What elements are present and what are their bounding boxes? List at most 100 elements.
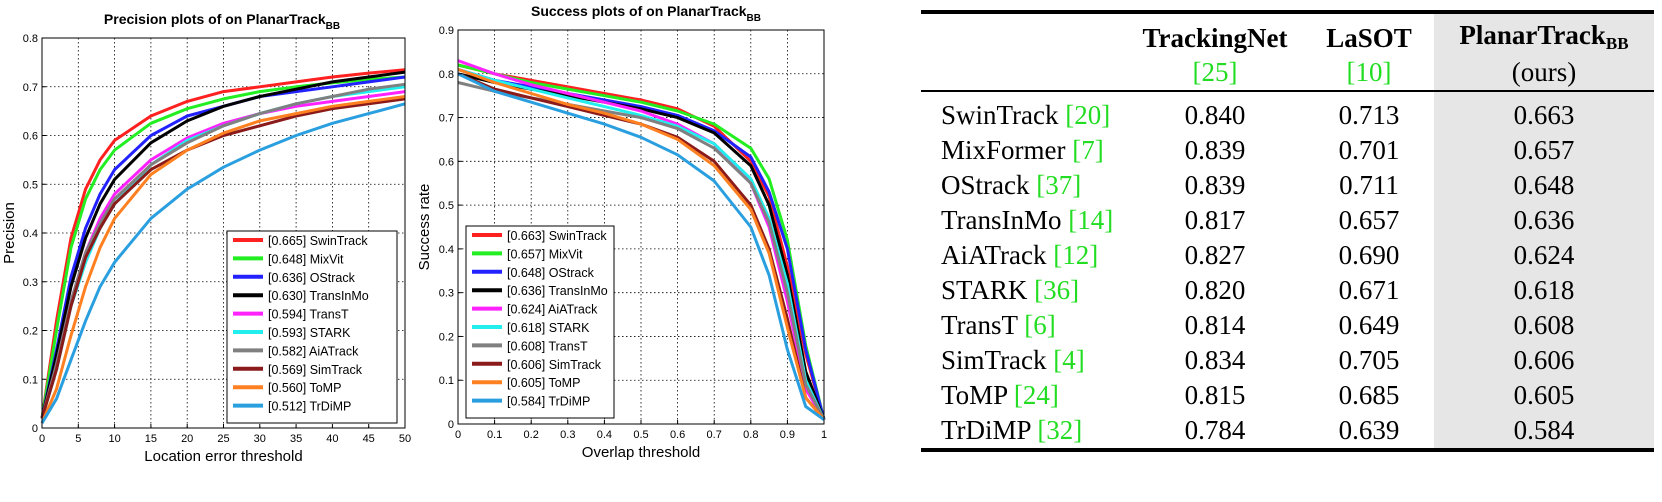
trackingnet-value: 0.839: [1184, 135, 1246, 165]
trackingnet-value: 0.834: [1184, 345, 1246, 375]
y-tick-label: 0.8: [439, 69, 454, 81]
planartrack-value: 0.606: [1434, 343, 1654, 378]
planartrack-value: 0.608: [1434, 308, 1654, 343]
y-tick-label: 0.6: [439, 156, 454, 168]
legend-entry: [0.605] ToMP: [507, 376, 580, 390]
y-tick-label: 0.4: [439, 244, 454, 256]
trackingnet-value: 0.784: [1184, 415, 1246, 445]
header-planartrack: PlanarTrackBB: [1434, 12, 1654, 54]
legend: [0.665] SwinTrack [0.648] MixVit [0.636] O…: [226, 230, 398, 424]
legend-entry: [0.648] OStrack: [507, 266, 595, 280]
trackingnet-value: 0.817: [1184, 205, 1246, 235]
x-tick-label: 0.6: [670, 429, 685, 441]
legend-entry: [0.593] STARK: [268, 326, 351, 340]
y-tick-label: 0.2: [439, 331, 454, 343]
chart-title: Success plots of on PlanarTrackBB: [531, 3, 761, 24]
series-line-1: [457, 63, 826, 420]
lasot-value: 0.639: [1338, 415, 1400, 445]
legend-entry: [0.560] ToMP: [268, 381, 341, 395]
x-axis-label: Location error threshold: [144, 448, 302, 465]
legend-entry: [0.584] TrDiMP: [507, 395, 590, 409]
lasot-value: 0.649: [1338, 310, 1400, 340]
header-trackingnet-ref: [25]: [1192, 56, 1238, 87]
x-tick-label: 45: [363, 433, 375, 445]
legend-box: [465, 225, 615, 419]
x-tick-label: 1: [821, 429, 827, 441]
trackingnet-value: 0.827: [1184, 240, 1246, 270]
trackingnet-value: 0.820: [1184, 275, 1246, 305]
x-tick-label: 0.9: [780, 429, 795, 441]
x-tick-label: 20: [181, 433, 193, 445]
series-line-5: [457, 67, 826, 421]
legend-entry: [0.594] TransT: [268, 308, 349, 322]
y-tick-label: 0.3: [23, 277, 38, 289]
planartrack-value: 0.584: [1434, 413, 1654, 450]
x-tick-label: 0.4: [597, 429, 612, 441]
method-name: TrDiMP [32]: [941, 415, 1083, 445]
table-row: TransT [6] 0.814 0.649 0.608: [921, 308, 1654, 343]
method-name: SimTrack [4]: [941, 345, 1085, 375]
table-row: STARK [36] 0.820 0.671 0.618: [921, 273, 1654, 308]
lasot-value: 0.711: [1339, 170, 1399, 200]
y-tick-label: 0.1: [23, 374, 38, 386]
header-method: [921, 12, 1126, 54]
lasot-value: 0.657: [1338, 205, 1400, 235]
table-row: AiATrack [12] 0.827 0.690 0.624: [921, 238, 1654, 273]
legend-entry: [0.606] SimTrack: [507, 358, 602, 372]
planartrack-value: 0.657: [1434, 133, 1654, 168]
legend-entry: [0.665] SwinTrack: [268, 234, 368, 248]
series-line-7: [457, 72, 826, 421]
planartrack-value: 0.636: [1434, 203, 1654, 238]
planartrack-value: 0.624: [1434, 238, 1654, 273]
table-row: SimTrack [4] 0.834 0.705 0.606: [921, 343, 1654, 378]
lasot-value: 0.701: [1338, 135, 1400, 165]
series-line-2: [40, 75, 406, 419]
x-tick-label: 10: [108, 433, 120, 445]
x-axis-label: Overlap threshold: [582, 444, 700, 461]
trackingnet-value: 0.815: [1184, 380, 1246, 410]
series-line-0: [40, 68, 406, 419]
legend-box: [226, 230, 398, 424]
x-tick-label: 30: [254, 433, 266, 445]
method-name: TransT [6]: [941, 310, 1056, 340]
series-line-9: [457, 72, 825, 421]
method-name: ToMP [24]: [941, 380, 1059, 410]
table-row: TransInMo [14] 0.817 0.657 0.636: [921, 203, 1654, 238]
header-trackingnet: TrackingNet: [1142, 23, 1288, 53]
series-line-7: [40, 97, 406, 419]
lasot-value: 0.690: [1338, 240, 1400, 270]
y-tick-label: 0.5: [23, 179, 38, 191]
trackingnet-value: 0.814: [1184, 310, 1246, 340]
method-name: OStrack [37]: [941, 170, 1082, 200]
x-tick-label: 15: [145, 433, 157, 445]
x-tick-label: 40: [326, 433, 338, 445]
y-tick-label: 0.4: [23, 228, 38, 240]
results-table: TrackingNet LaSOT PlanarTrackBB [25] [10…: [921, 10, 1654, 460]
x-tick-label: 0: [455, 429, 461, 441]
legend-entry: [0.618] STARK: [507, 321, 590, 335]
legend-entry: [0.569] SimTrack: [268, 363, 363, 377]
precision-plot: 0 5 10 15 20 25 30 35 40 45 50 0 0.1 0.2 0.3 0.4 0.5 0.6 0…: [0, 0, 440, 497]
method-name: STARK [36]: [941, 275, 1080, 305]
method-name: TransInMo [14]: [941, 205, 1114, 235]
x-tick-label: 35: [290, 433, 302, 445]
x-tick-label: 0.7: [707, 429, 722, 441]
lasot-value: 0.685: [1338, 380, 1400, 410]
lasot-value: 0.705: [1338, 345, 1400, 375]
table-row: SwinTrack [20] 0.840 0.713 0.663: [921, 91, 1654, 133]
method-name: AiATrack [12]: [941, 240, 1099, 270]
header-method-ref: [921, 54, 1126, 91]
x-tick-label: 25: [217, 433, 229, 445]
legend: [0.663] SwinTrack [0.657] MixVit [0.648] O…: [465, 225, 615, 419]
series-line-8: [457, 67, 826, 421]
legend-entry: [0.657] MixVit: [507, 247, 583, 261]
header-planartrack-note: (ours): [1434, 54, 1654, 91]
lasot-value: 0.713: [1338, 100, 1400, 130]
legend-entry: [0.624] AiATrack: [507, 303, 598, 317]
legend-entry: [0.630] TransInMo: [268, 289, 369, 303]
x-tick-label: 0.5: [633, 429, 648, 441]
chart-title: Precision plots of on PlanarTrackBB: [104, 11, 340, 32]
y-tick-label: 0.3: [439, 288, 454, 300]
legend-entry: [0.512] TrDiMP: [268, 400, 351, 414]
series-line-0: [457, 63, 826, 421]
